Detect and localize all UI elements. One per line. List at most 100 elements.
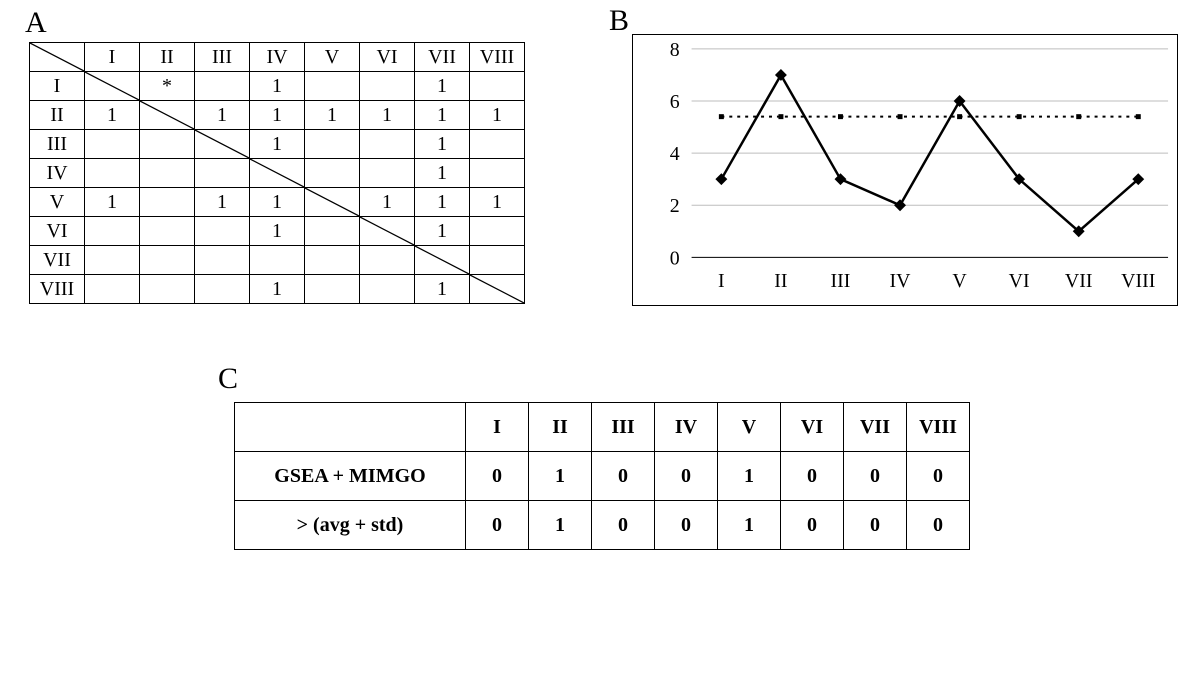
- svg-text:I: I: [718, 270, 725, 292]
- table-a-cell: 1: [195, 188, 250, 217]
- table-a-col-header: II: [140, 43, 195, 72]
- table-a-cell: [195, 130, 250, 159]
- table-a-cell: 1: [250, 188, 305, 217]
- table-c-cell: 0: [781, 501, 844, 550]
- svg-text:III: III: [831, 270, 851, 292]
- table-a-cell: [305, 188, 360, 217]
- table-a-row-header: VI: [30, 217, 85, 246]
- svg-text:0: 0: [670, 247, 680, 269]
- table-a-cell: 1: [85, 188, 140, 217]
- table-c-col-header: II: [529, 403, 592, 452]
- table-a-cell: 1: [415, 217, 470, 246]
- table-a-cell: 1: [250, 130, 305, 159]
- table-a-cell: [140, 188, 195, 217]
- table-a-cell: [140, 275, 195, 304]
- table-c-col-header: VIII: [907, 403, 970, 452]
- table-a-cell: 1: [415, 159, 470, 188]
- svg-text:V: V: [952, 270, 967, 292]
- table-a-row-header: III: [30, 130, 85, 159]
- table-a-cell: [360, 246, 415, 275]
- table-a-cell: [470, 246, 525, 275]
- table-c-cell: 0: [655, 452, 718, 501]
- table-c-col-header: V: [718, 403, 781, 452]
- table-a-cell: [415, 246, 470, 275]
- table-c-cell: 0: [466, 452, 529, 501]
- table-a-cell: [470, 217, 525, 246]
- table-a-cell: [305, 275, 360, 304]
- table-a-cell: [250, 246, 305, 275]
- table-a-cell: 1: [85, 101, 140, 130]
- table-a-row-header: IV: [30, 159, 85, 188]
- table-a-corner: [30, 43, 85, 72]
- table-c-col-header: III: [592, 403, 655, 452]
- table-c-cell: 0: [907, 452, 970, 501]
- table-a-row-header: II: [30, 101, 85, 130]
- table-a-cell: [470, 275, 525, 304]
- table-a-cell: [195, 217, 250, 246]
- table-a-cell: 1: [250, 72, 305, 101]
- table-a-cell: [470, 72, 525, 101]
- table-a-cell: [360, 159, 415, 188]
- table-a-col-header: I: [85, 43, 140, 72]
- table-a-cell: [360, 72, 415, 101]
- panel-c-label: C: [218, 362, 238, 396]
- table-a-cell: [360, 275, 415, 304]
- svg-text:VII: VII: [1065, 270, 1093, 292]
- table-a-cell: [140, 101, 195, 130]
- table-a-cell: [85, 130, 140, 159]
- table-a-col-header: VI: [360, 43, 415, 72]
- table-a-cell: *: [140, 72, 195, 101]
- table-c-cell: 0: [592, 452, 655, 501]
- table-a-cell: [140, 130, 195, 159]
- table-a-cell: 1: [415, 101, 470, 130]
- table-a: IIIIIIIVVVIVIIVIIII*11II1111111III11IV1V…: [29, 42, 525, 304]
- table-c-corner: [235, 403, 466, 452]
- table-c-col-header: VI: [781, 403, 844, 452]
- table-a-cell: [85, 246, 140, 275]
- table-a-cell: 1: [415, 130, 470, 159]
- table-a-cell: 1: [360, 188, 415, 217]
- table-a-cell: [140, 217, 195, 246]
- table-a-cell: 1: [415, 188, 470, 217]
- svg-text:2: 2: [670, 195, 680, 217]
- table-a-cell: [195, 246, 250, 275]
- table-c-cell: 1: [529, 452, 592, 501]
- table-c-cell: 0: [592, 501, 655, 550]
- table-a-cell: [360, 217, 415, 246]
- svg-text:4: 4: [670, 143, 680, 165]
- table-a-col-header: VII: [415, 43, 470, 72]
- table-a-cell: [470, 130, 525, 159]
- table-c-cell: 0: [844, 501, 907, 550]
- table-a-row-header: I: [30, 72, 85, 101]
- table-a-cell: [305, 72, 360, 101]
- table-a-cell: 1: [470, 188, 525, 217]
- table-a-row-header: V: [30, 188, 85, 217]
- table-a-cell: 1: [470, 101, 525, 130]
- table-a-cell: [140, 246, 195, 275]
- table-c-row-label: > (avg + std): [235, 501, 466, 550]
- table-a-cell: [85, 72, 140, 101]
- svg-text:8: 8: [670, 39, 680, 61]
- table-a-cell: 1: [195, 101, 250, 130]
- svg-text:VI: VI: [1009, 270, 1030, 292]
- table-c-cell: 0: [655, 501, 718, 550]
- table-c-cell: 1: [718, 452, 781, 501]
- svg-text:6: 6: [670, 91, 680, 113]
- table-c-cell: 0: [907, 501, 970, 550]
- table-c-col-header: VII: [844, 403, 907, 452]
- table-c-cell: 1: [529, 501, 592, 550]
- table-a-cell: 1: [250, 275, 305, 304]
- table-c: IIIIIIIVVVIVIIVIIIGSEA + MIMGO01001000> …: [234, 402, 970, 550]
- table-a-row-header: VIII: [30, 275, 85, 304]
- table-a-cell: [195, 159, 250, 188]
- table-a-cell: [85, 159, 140, 188]
- table-a-cell: 1: [415, 72, 470, 101]
- table-a-cell: [250, 159, 305, 188]
- table-c-cell: 0: [781, 452, 844, 501]
- table-a-cell: [305, 159, 360, 188]
- table-c-cell: 1: [718, 501, 781, 550]
- table-a-cell: [305, 246, 360, 275]
- table-c-col-header: I: [466, 403, 529, 452]
- svg-text:VIII: VIII: [1121, 270, 1155, 292]
- table-c-row-label: GSEA + MIMGO: [235, 452, 466, 501]
